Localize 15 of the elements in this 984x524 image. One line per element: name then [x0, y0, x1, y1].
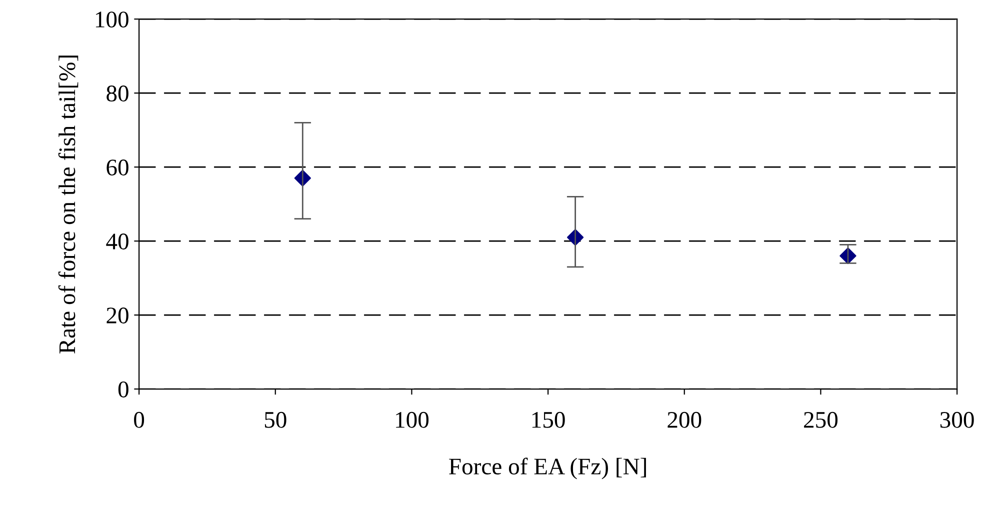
x-tick-label: 100: [396, 412, 429, 428]
x-tick-label: 150: [532, 412, 565, 428]
x-tick-label: 200: [668, 412, 702, 428]
x-axis-title: Force of EA (Fz) [N]: [449, 458, 646, 480]
x-tick-label: 250: [804, 412, 838, 428]
y-tick-label: 0: [118, 382, 128, 398]
y-tick-label: 20: [106, 308, 128, 324]
x-tick-label: 0: [134, 412, 144, 428]
y-axis-title: Rate of force on the fish tail[%]: [58, 56, 78, 354]
y-tick-label: 60: [106, 160, 128, 176]
x-tick-label: 300: [940, 412, 974, 428]
y-tick-label: 80: [106, 86, 128, 102]
x-tick-label: 50: [264, 412, 286, 428]
y-tick-label: 100: [96, 12, 128, 28]
y-tick-label: 40: [106, 234, 128, 250]
